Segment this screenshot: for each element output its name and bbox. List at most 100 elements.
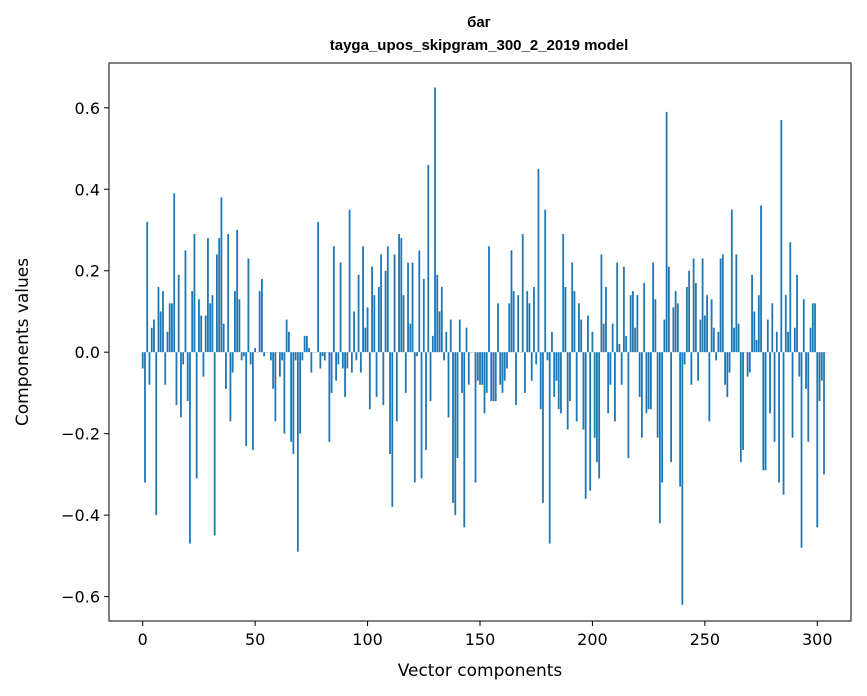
bar xyxy=(346,352,349,369)
bar xyxy=(757,295,760,353)
bar xyxy=(524,352,526,393)
bar xyxy=(148,352,151,385)
y-tick-label: 0.0 xyxy=(75,343,100,362)
bar xyxy=(321,352,324,357)
bar xyxy=(771,303,774,353)
bar xyxy=(278,352,281,377)
bar xyxy=(652,262,655,353)
bar xyxy=(560,352,562,414)
bar xyxy=(591,331,594,353)
bar xyxy=(375,352,378,397)
y-tick-label: 0.6 xyxy=(75,99,100,118)
bar xyxy=(611,323,614,353)
bar xyxy=(625,335,628,353)
bar xyxy=(643,282,646,353)
bar xyxy=(332,246,335,353)
bar xyxy=(510,250,513,353)
bar xyxy=(153,319,155,353)
bar xyxy=(420,352,423,479)
bar xyxy=(739,352,742,463)
bar xyxy=(377,287,380,353)
bar xyxy=(582,352,585,430)
bar xyxy=(605,287,607,353)
bar xyxy=(380,254,382,353)
bar xyxy=(733,327,735,353)
bar xyxy=(692,258,695,353)
bar xyxy=(231,352,234,373)
bar xyxy=(719,258,722,353)
bar xyxy=(236,229,239,353)
bar xyxy=(694,282,697,353)
bar xyxy=(508,303,511,353)
bar xyxy=(546,352,549,361)
bar xyxy=(456,352,459,459)
bar xyxy=(202,352,205,377)
bar xyxy=(211,295,214,353)
bar xyxy=(616,262,619,353)
bar xyxy=(811,303,814,353)
bar xyxy=(413,352,416,483)
bar xyxy=(389,352,391,454)
bar xyxy=(274,352,277,422)
bar xyxy=(364,327,367,353)
bar xyxy=(712,327,715,353)
bar xyxy=(764,352,767,471)
bar xyxy=(281,352,284,361)
bar xyxy=(141,352,144,369)
bar xyxy=(238,299,241,353)
bar xyxy=(665,111,668,353)
bar xyxy=(755,339,758,353)
chart-title: баг xyxy=(467,14,491,31)
x-axis-label: Vector components xyxy=(398,661,563,681)
bar xyxy=(285,319,288,353)
bar xyxy=(209,303,212,353)
bar xyxy=(681,352,684,605)
bar xyxy=(198,299,200,353)
bar xyxy=(499,352,502,385)
bar xyxy=(501,352,504,393)
bar xyxy=(780,120,783,353)
bar xyxy=(355,352,358,361)
bar xyxy=(602,323,605,353)
bar xyxy=(458,319,461,353)
bar xyxy=(672,307,675,353)
bar xyxy=(753,311,756,353)
bar xyxy=(296,352,299,552)
bar xyxy=(150,327,153,353)
bar xyxy=(742,352,744,450)
bar xyxy=(726,352,729,397)
x-axis-ticks: 0 50 100 150 200 250 300 xyxy=(138,621,833,649)
bar xyxy=(587,315,589,353)
bar xyxy=(782,352,785,495)
bar xyxy=(258,291,261,353)
x-tick-label: 250 xyxy=(690,630,721,649)
bar xyxy=(155,352,158,516)
bar xyxy=(177,274,180,353)
bar xyxy=(492,352,495,402)
bar xyxy=(184,250,187,353)
bar xyxy=(528,303,531,353)
bar xyxy=(431,335,434,353)
bar xyxy=(640,352,643,438)
bar xyxy=(252,352,254,450)
bar xyxy=(787,331,789,353)
bar xyxy=(290,352,293,442)
bar xyxy=(427,164,430,353)
bar xyxy=(323,352,326,361)
bar xyxy=(802,299,805,353)
bar xyxy=(503,352,506,381)
bar xyxy=(823,352,825,475)
bar xyxy=(784,295,787,353)
bar xyxy=(305,335,308,353)
bar xyxy=(533,287,535,353)
bar xyxy=(627,352,630,459)
y-tick-label: −0.4 xyxy=(61,506,100,525)
bar xyxy=(609,352,612,385)
bar xyxy=(636,295,639,353)
bar xyxy=(548,352,551,544)
bar xyxy=(159,311,162,353)
bar xyxy=(373,295,376,353)
bar xyxy=(542,352,544,503)
bar xyxy=(578,303,580,353)
bar xyxy=(339,262,342,353)
